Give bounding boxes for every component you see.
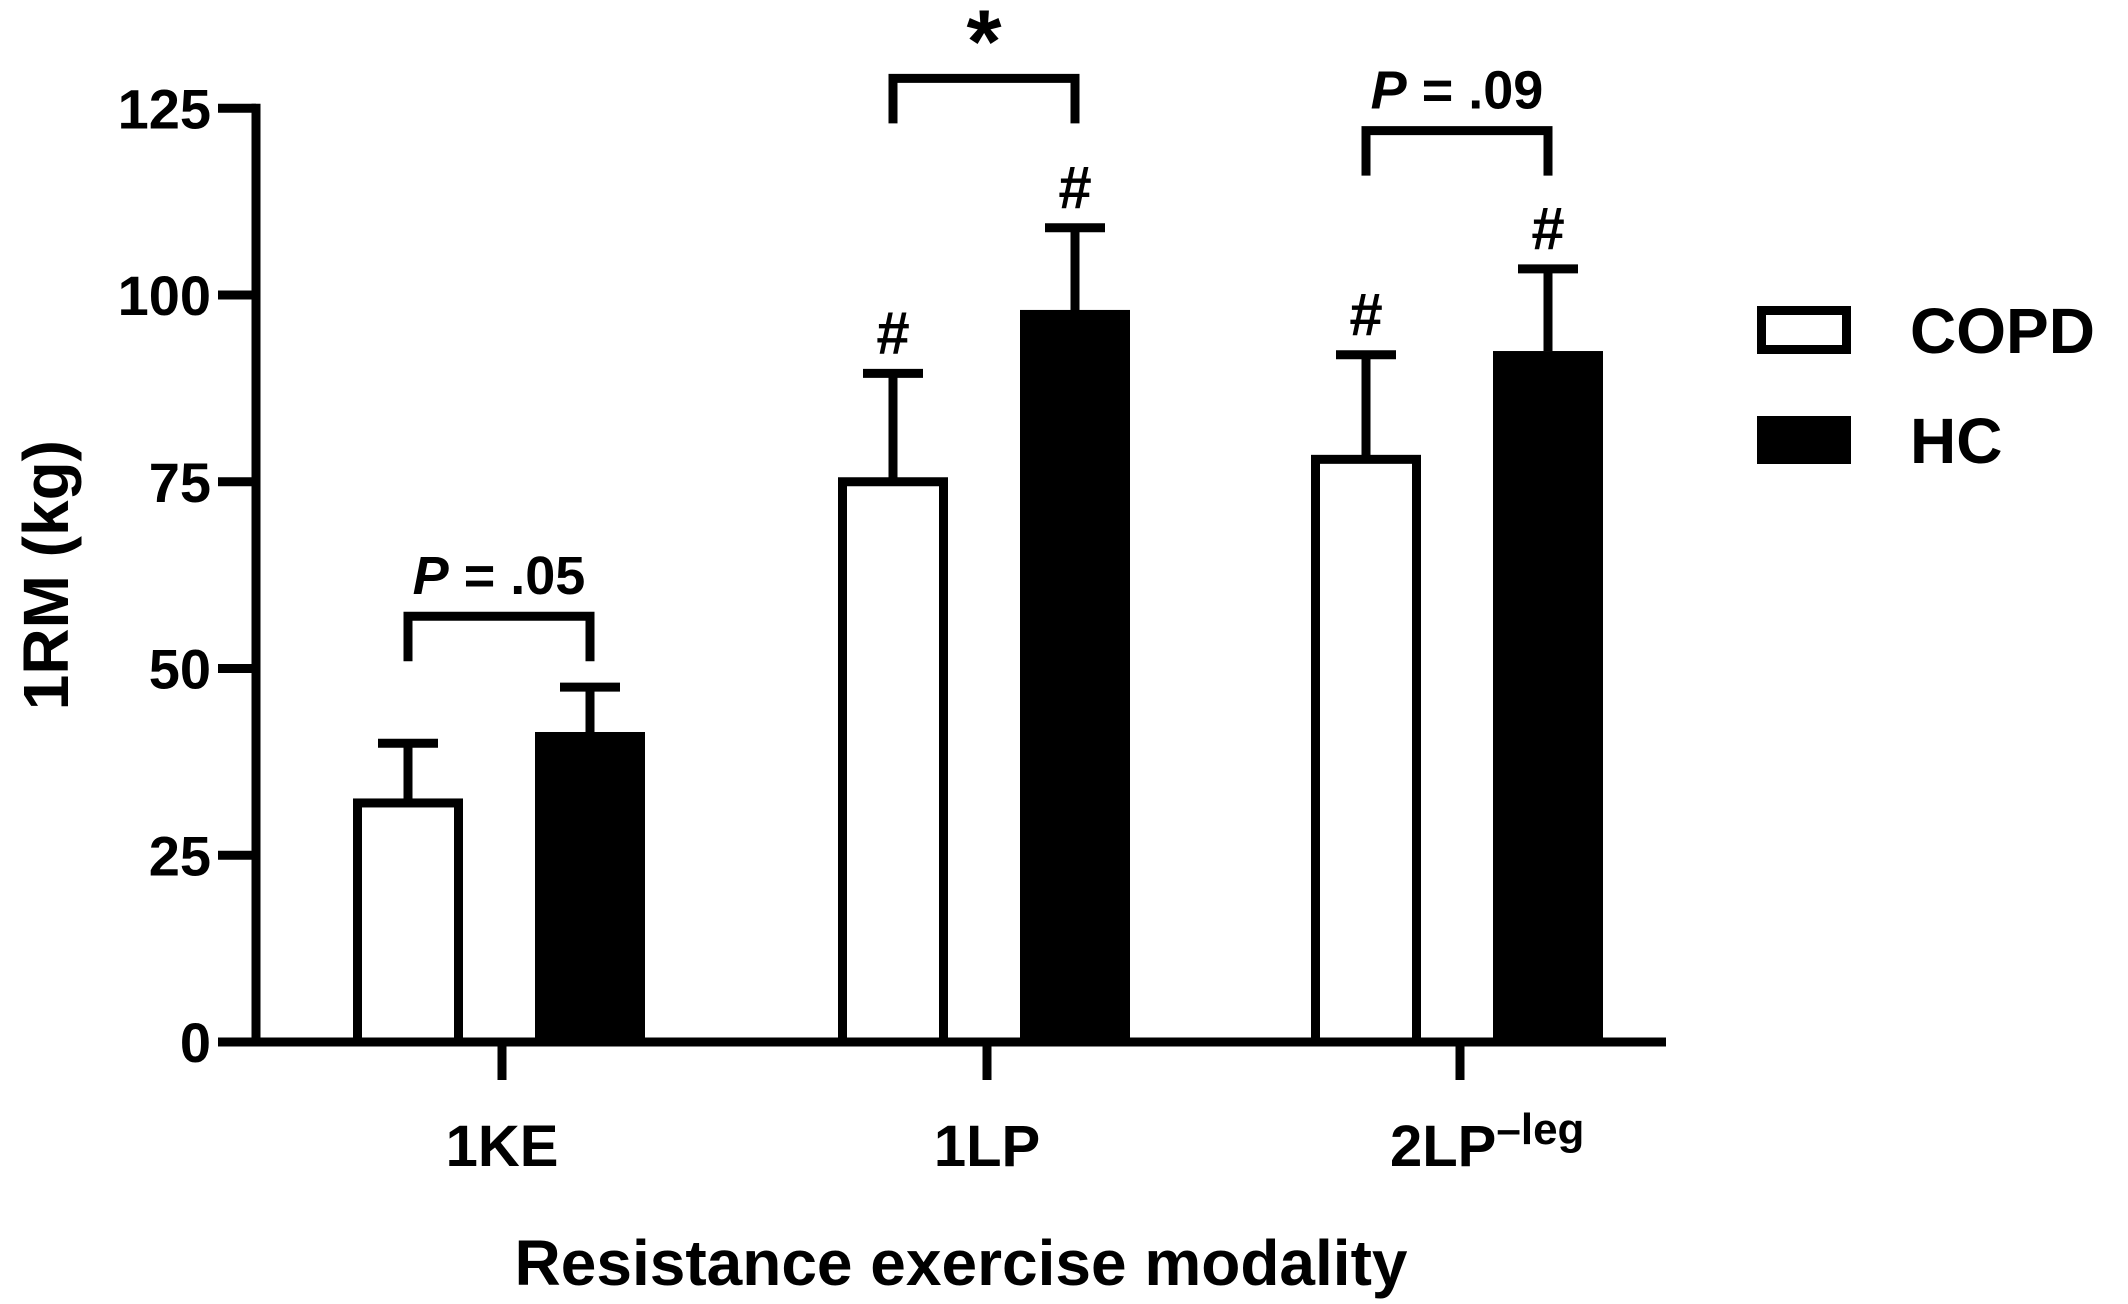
p-symbol: P <box>1371 61 1408 121</box>
annotations: # # # # P = .05 * P = .09 <box>403 0 1565 662</box>
x-tick-label: 1KE <box>446 1114 559 1179</box>
significance-hash: # <box>1058 154 1091 221</box>
significance-hash: # <box>1349 281 1382 348</box>
x-tick-label: 1LP <box>934 1114 1040 1179</box>
error-bars <box>378 223 1578 803</box>
y-tick-label: 125 <box>118 77 211 140</box>
legend-label-copd: COPD <box>1910 295 2095 367</box>
legend-swatch-hc <box>1757 416 1851 464</box>
bar-hc <box>1020 309 1130 1042</box>
significance-hash: # <box>876 299 909 366</box>
bars <box>353 309 1603 1047</box>
bar-copd <box>1311 454 1421 1047</box>
comparison-bracket <box>1361 126 1553 176</box>
p-symbol: P <box>413 546 450 606</box>
legend-swatch-copd <box>1757 306 1851 354</box>
comparison-star: * <box>966 0 1001 92</box>
y-tick-label: 100 <box>118 264 211 327</box>
y-tick-label: 25 <box>149 824 211 887</box>
comparison-label: P = .05 <box>413 546 586 606</box>
legend-label-hc: HC <box>1910 405 2002 477</box>
bar-copd <box>353 798 463 1047</box>
p-value: = .05 <box>449 546 586 606</box>
x-axis-title: Resistance exercise modality <box>515 1227 1408 1299</box>
bar-hc <box>535 731 645 1042</box>
y-tick-label: 0 <box>180 1011 211 1074</box>
legend: COPD HC <box>1757 295 2095 477</box>
x-tick-label-superscript: –leg <box>1496 1105 1584 1154</box>
comparison-label: P = .09 <box>1371 61 1544 121</box>
comparison-bracket <box>888 73 1080 124</box>
y-axis-title: 1RM (kg) <box>10 440 82 710</box>
bar-hc <box>1493 351 1603 1042</box>
x-tick-label: 2LP–leg <box>1390 1105 1584 1179</box>
y-tick-label: 75 <box>149 451 211 514</box>
bar-copd <box>838 477 948 1047</box>
y-tick-label: 50 <box>149 638 211 701</box>
comparison-bracket <box>403 611 595 662</box>
p-value: = .09 <box>1407 61 1544 121</box>
significance-hash: # <box>1531 195 1564 262</box>
